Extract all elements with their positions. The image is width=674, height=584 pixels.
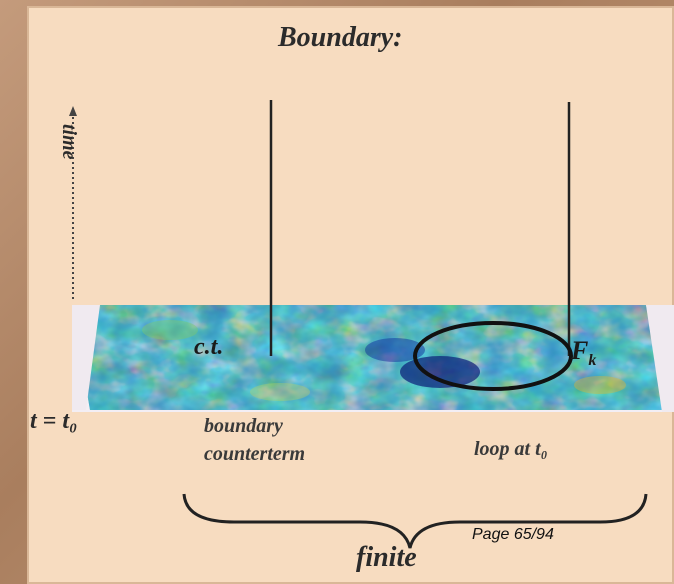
boundary-counterterm-label: boundary counterterm (204, 412, 305, 468)
boundary-time-label: t = t₀ (30, 408, 78, 434)
counterterm-short-label: c.t. (194, 334, 224, 360)
time-axis-label: time (58, 124, 80, 160)
slide-background (27, 6, 674, 584)
boundary-counterterm-line1: boundary (204, 415, 283, 437)
boundary-plane (72, 305, 666, 410)
boundary-counterterm-line2: counterterm (204, 443, 306, 465)
slide-title: Boundary: (278, 22, 403, 53)
loop-label: loop at t₀ (474, 438, 548, 460)
plane-right-edge (646, 305, 674, 412)
field-symbol: F (571, 336, 589, 365)
field-label: Fk (571, 336, 596, 370)
time-axis-arrow (69, 106, 77, 116)
page-number: Page 65/94 (472, 526, 554, 543)
plane-left-edge (72, 305, 100, 410)
loop-circle (413, 321, 573, 391)
field-subscript: k (588, 352, 597, 370)
finite-brace (182, 493, 648, 549)
finite-label: finite (356, 542, 417, 573)
